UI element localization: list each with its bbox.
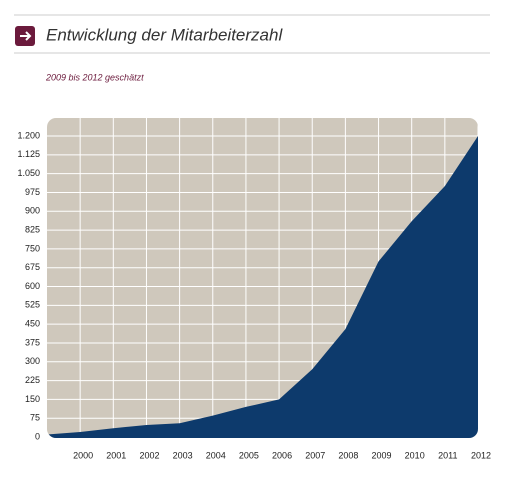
x-tick-label: 2000 bbox=[73, 450, 93, 460]
x-tick-label: 2011 bbox=[438, 450, 457, 460]
y-tick-label: 225 bbox=[25, 375, 40, 385]
x-tick-label: 2010 bbox=[405, 450, 425, 460]
x-tick-label: 2005 bbox=[239, 450, 259, 460]
y-tick-label: 150 bbox=[25, 394, 40, 404]
y-tick-label: 1.050 bbox=[17, 168, 40, 178]
x-tick-label: 2003 bbox=[173, 450, 193, 460]
y-tick-label: 450 bbox=[25, 319, 40, 329]
x-tick-label: 2009 bbox=[372, 450, 392, 460]
y-tick-label: 525 bbox=[25, 300, 40, 310]
x-tick-label: 2007 bbox=[305, 450, 325, 460]
area bbox=[47, 136, 478, 438]
y-tick-label: 900 bbox=[25, 206, 40, 216]
y-tick-label: 675 bbox=[25, 262, 40, 272]
y-tick-label: 600 bbox=[25, 281, 40, 291]
plot bbox=[47, 118, 478, 438]
y-tick-label: 750 bbox=[25, 243, 40, 253]
chart-subtitle: 2009 bis 2012 geschätzt bbox=[45, 72, 144, 82]
x-tick-label: 2002 bbox=[139, 450, 159, 460]
y-tick-label: 375 bbox=[25, 337, 40, 347]
x-tick-label: 2012 bbox=[471, 450, 491, 460]
title-icon-arrow bbox=[20, 31, 32, 41]
chart-title: Entwicklung der Mitarbeiterzahl bbox=[46, 25, 283, 44]
y-tick-label: 1.200 bbox=[17, 130, 40, 140]
x-tick-label: 2001 bbox=[106, 450, 126, 460]
y-tick-label: 0 bbox=[35, 431, 40, 441]
x-tick-label: 2004 bbox=[206, 450, 226, 460]
y-tick-label: 75 bbox=[30, 413, 40, 423]
y-tick-label: 1.125 bbox=[17, 149, 40, 159]
y-tick-label: 975 bbox=[25, 187, 40, 197]
x-tick-label: 2008 bbox=[338, 450, 358, 460]
x-tick-label: 2006 bbox=[272, 450, 292, 460]
y-tick-label: 825 bbox=[25, 224, 40, 234]
y-tick-label: 300 bbox=[25, 356, 40, 366]
